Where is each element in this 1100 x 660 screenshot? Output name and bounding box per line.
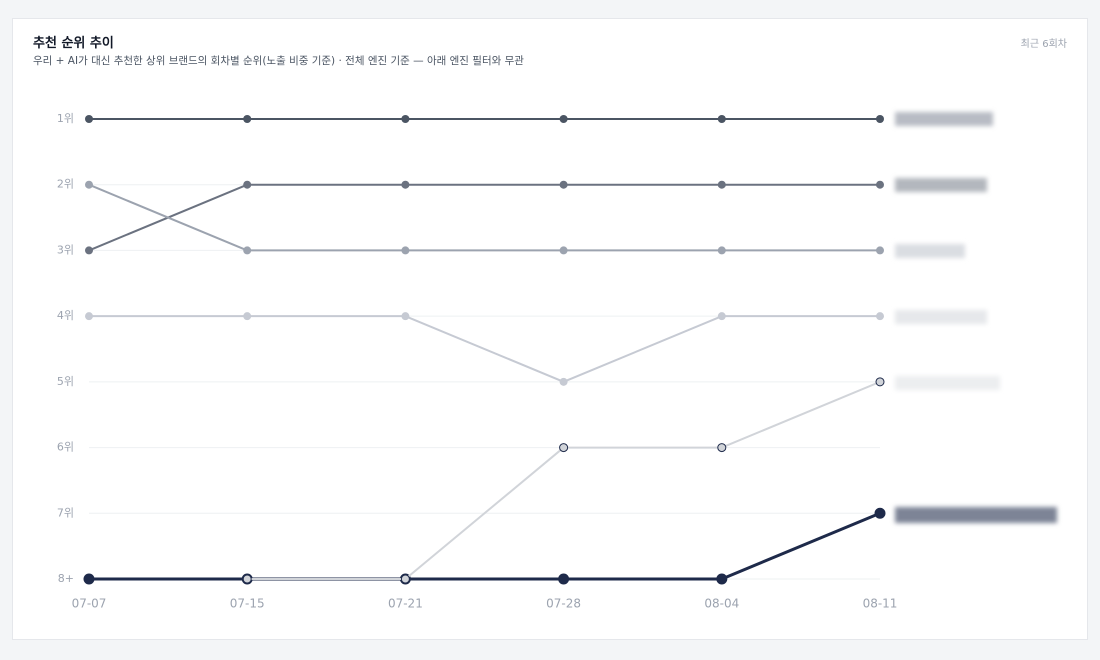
series-point bbox=[874, 507, 886, 519]
x-tick-label: 08-04 bbox=[704, 597, 739, 611]
series-point bbox=[876, 246, 884, 255]
series-point bbox=[559, 443, 569, 453]
x-tick-label: 07-07 bbox=[72, 597, 107, 611]
card-subtitle: 우리 + AI가 대신 추천한 상위 브랜드의 회차별 순위(노출 비중 기준)… bbox=[33, 55, 524, 67]
blurred-labels bbox=[895, 112, 1057, 523]
x-tick-label: 07-21 bbox=[388, 597, 423, 611]
x-tick-label: 07-28 bbox=[546, 597, 581, 611]
series-point bbox=[559, 246, 568, 255]
series-point bbox=[85, 312, 93, 321]
series-line bbox=[247, 380, 881, 580]
y-tick-label: 5위 bbox=[57, 375, 74, 388]
x-tick-label: 07-15 bbox=[230, 597, 265, 611]
series-point bbox=[717, 312, 726, 321]
series-point bbox=[85, 115, 93, 123]
y-tick-label: 6위 bbox=[57, 441, 74, 454]
blurred-label bbox=[895, 112, 993, 126]
series-point bbox=[717, 246, 726, 255]
series-point bbox=[717, 180, 726, 189]
series-point bbox=[243, 246, 252, 255]
series-point bbox=[83, 573, 95, 585]
y-tick-label: 8+ bbox=[58, 572, 74, 585]
series-point bbox=[558, 573, 570, 585]
y-tick-label: 7위 bbox=[57, 506, 74, 519]
blurred-label bbox=[895, 507, 1057, 523]
blurred-label bbox=[895, 310, 987, 324]
blurred-label bbox=[895, 376, 1000, 390]
series-point bbox=[85, 180, 93, 189]
series-line bbox=[88, 183, 880, 252]
series-point bbox=[876, 312, 884, 321]
card-title: 추천 순위 추이 bbox=[33, 36, 114, 51]
series-point bbox=[401, 115, 410, 123]
series-point bbox=[401, 246, 410, 255]
y-tick-label: 2위 bbox=[57, 178, 74, 191]
series-line bbox=[89, 511, 881, 581]
series-point bbox=[559, 180, 568, 189]
series-point bbox=[401, 180, 410, 189]
y-tick-label: 3위 bbox=[57, 243, 74, 256]
series-point bbox=[716, 573, 728, 585]
series-point bbox=[875, 377, 885, 387]
x-tick-label: 08-11 bbox=[863, 597, 898, 611]
period-badge: 최근 6회차 bbox=[1020, 39, 1067, 50]
series-point bbox=[717, 115, 726, 123]
y-tick-label: 4위 bbox=[57, 309, 74, 322]
series-point bbox=[876, 115, 884, 123]
series-point bbox=[243, 180, 252, 189]
series-point bbox=[243, 312, 252, 321]
series-point bbox=[717, 443, 727, 453]
series-point bbox=[400, 574, 410, 584]
blurred-label bbox=[895, 178, 987, 192]
series-point bbox=[243, 115, 252, 123]
series-line bbox=[88, 183, 880, 252]
series-point bbox=[242, 574, 252, 584]
blurred-label bbox=[895, 244, 965, 258]
series-point bbox=[401, 312, 410, 321]
y-tick-label: 1위 bbox=[57, 112, 74, 125]
series-point bbox=[559, 377, 568, 386]
series-point bbox=[876, 180, 884, 189]
series-point bbox=[85, 246, 93, 255]
series-point bbox=[559, 115, 568, 123]
series-line bbox=[89, 315, 880, 383]
